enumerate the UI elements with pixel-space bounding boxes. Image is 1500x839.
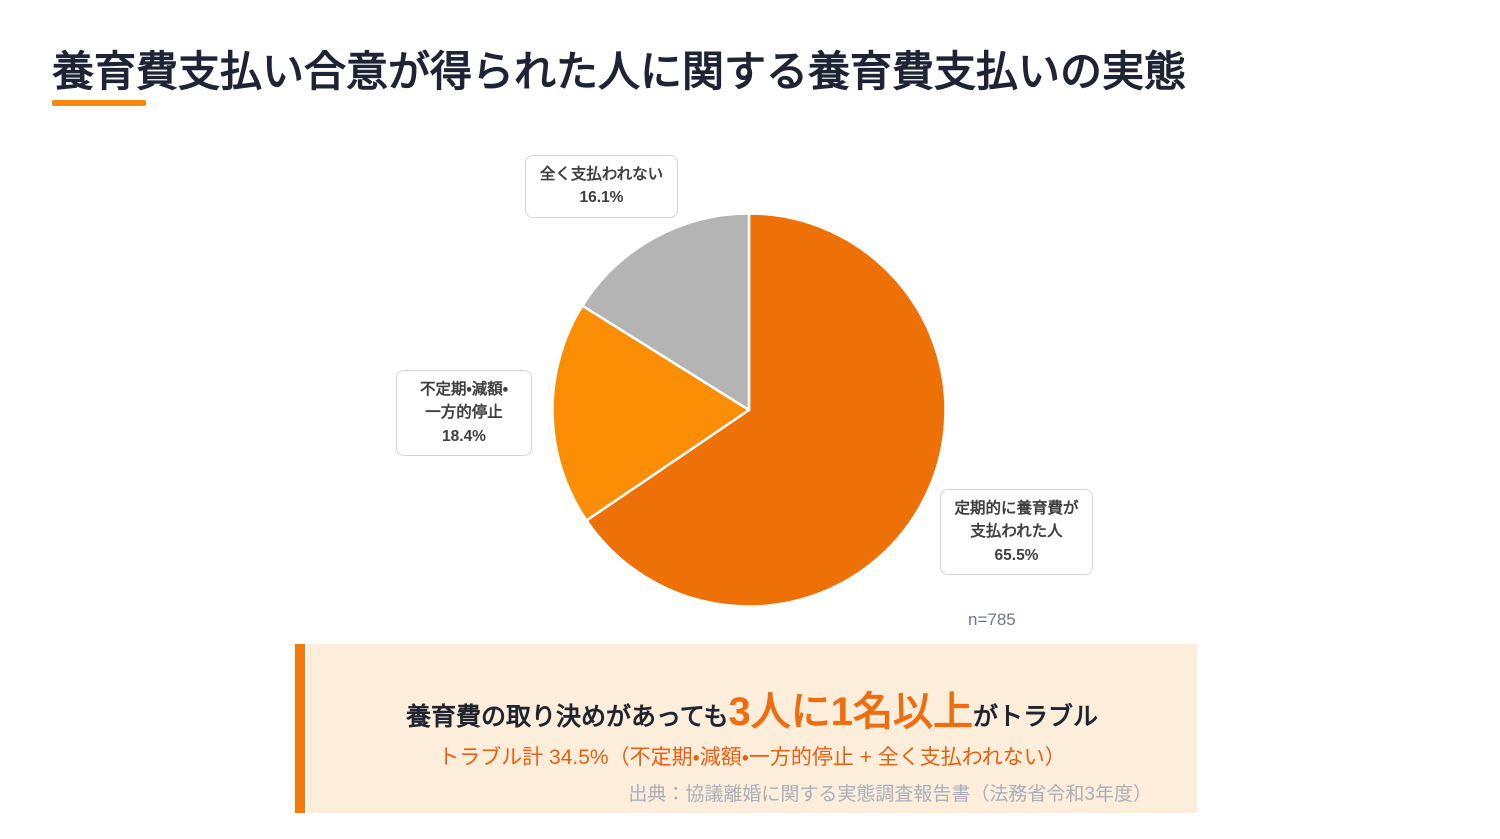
pie-label-irregular: 不定期・減額・ 一方的停止 18.4% bbox=[396, 370, 532, 456]
callout-subline: トラブル計 34.5%（不定期・減額・一方的停止 + 全く支払われない） bbox=[438, 746, 1066, 769]
pie-label-irregular-text: 不定期・減額・ 一方的停止 bbox=[419, 381, 509, 422]
page-title: 養育費支払い合意が得られた人に関する養育費支払いの実態 bbox=[52, 48, 1187, 95]
headline-prefix: 養育費の取り決めがあっても bbox=[405, 703, 729, 731]
callout-accent-bar bbox=[295, 644, 305, 813]
callout-source: 出典：協議離婚に関する実態調査報告書（法務省令和3年度） bbox=[628, 784, 1152, 805]
pie-label-regular: 定期的に養育費が 支払われた人 65.5% bbox=[940, 489, 1093, 575]
pie-label-not-paid-text: 全く支払われない bbox=[539, 166, 664, 183]
pie-label-irregular-pct: 18.4% bbox=[442, 427, 486, 445]
callout-headline: 養育費の取り決めがあっても 3人に1名以上 がトラブル bbox=[307, 692, 1197, 732]
pie-label-not-paid-pct: 16.1% bbox=[579, 189, 624, 207]
pie-label-regular-text: 定期的に養育費が 支払われた人 bbox=[954, 500, 1079, 541]
pie-slice-0 bbox=[585, 212, 947, 608]
pie-label-not-paid: 全く支払われない 16.1% bbox=[525, 155, 678, 218]
pie-chart bbox=[551, 212, 947, 608]
headline-highlight: 3人に1名以上 bbox=[728, 690, 974, 734]
title-underline bbox=[52, 100, 146, 106]
sample-size: n=785 bbox=[968, 610, 1016, 629]
pie-slice-1 bbox=[551, 304, 751, 522]
headline-suffix: がトラブル bbox=[973, 703, 1099, 731]
summary-callout: 養育費の取り決めがあっても 3人に1名以上 がトラブル トラブル計 34.5%（不定… bbox=[307, 644, 1197, 813]
pie-label-regular-pct: 65.5% bbox=[994, 546, 1039, 564]
pie-slice-2 bbox=[581, 212, 751, 412]
